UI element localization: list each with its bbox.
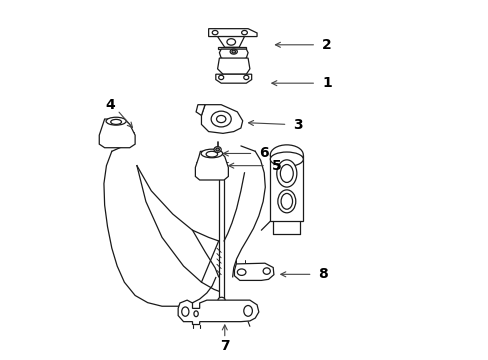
Ellipse shape bbox=[206, 151, 217, 157]
Ellipse shape bbox=[237, 269, 245, 275]
Polygon shape bbox=[217, 58, 249, 74]
Ellipse shape bbox=[244, 75, 248, 80]
Ellipse shape bbox=[231, 50, 235, 53]
Ellipse shape bbox=[270, 152, 303, 166]
Text: 8: 8 bbox=[318, 267, 327, 281]
Ellipse shape bbox=[214, 147, 221, 152]
Ellipse shape bbox=[244, 306, 252, 316]
Ellipse shape bbox=[270, 145, 303, 165]
Ellipse shape bbox=[201, 149, 222, 158]
Ellipse shape bbox=[182, 307, 188, 316]
Ellipse shape bbox=[215, 148, 219, 151]
Polygon shape bbox=[99, 119, 135, 148]
Ellipse shape bbox=[226, 39, 235, 45]
Polygon shape bbox=[270, 155, 303, 221]
Ellipse shape bbox=[263, 268, 270, 274]
Polygon shape bbox=[234, 263, 273, 280]
Text: 4: 4 bbox=[105, 98, 115, 112]
Polygon shape bbox=[195, 151, 228, 180]
Text: 7: 7 bbox=[220, 339, 229, 353]
Polygon shape bbox=[217, 37, 244, 47]
Text: 1: 1 bbox=[322, 76, 331, 90]
Ellipse shape bbox=[276, 160, 296, 187]
Polygon shape bbox=[201, 105, 242, 134]
Polygon shape bbox=[208, 29, 257, 37]
Ellipse shape bbox=[211, 111, 231, 127]
Ellipse shape bbox=[281, 193, 292, 209]
Ellipse shape bbox=[218, 297, 224, 303]
Ellipse shape bbox=[241, 31, 247, 35]
Ellipse shape bbox=[280, 165, 293, 183]
Text: 2: 2 bbox=[322, 38, 331, 52]
Text: 6: 6 bbox=[259, 147, 268, 161]
Text: 5: 5 bbox=[271, 159, 281, 173]
Ellipse shape bbox=[216, 116, 225, 123]
Ellipse shape bbox=[212, 31, 218, 35]
Ellipse shape bbox=[230, 49, 237, 54]
Polygon shape bbox=[219, 49, 247, 60]
Polygon shape bbox=[178, 300, 258, 324]
Polygon shape bbox=[196, 105, 204, 116]
Ellipse shape bbox=[277, 190, 295, 213]
Polygon shape bbox=[217, 46, 246, 49]
Polygon shape bbox=[215, 74, 251, 83]
Ellipse shape bbox=[218, 75, 223, 80]
Text: 3: 3 bbox=[293, 118, 303, 132]
Ellipse shape bbox=[106, 117, 126, 125]
Ellipse shape bbox=[110, 120, 121, 125]
Ellipse shape bbox=[194, 311, 198, 317]
